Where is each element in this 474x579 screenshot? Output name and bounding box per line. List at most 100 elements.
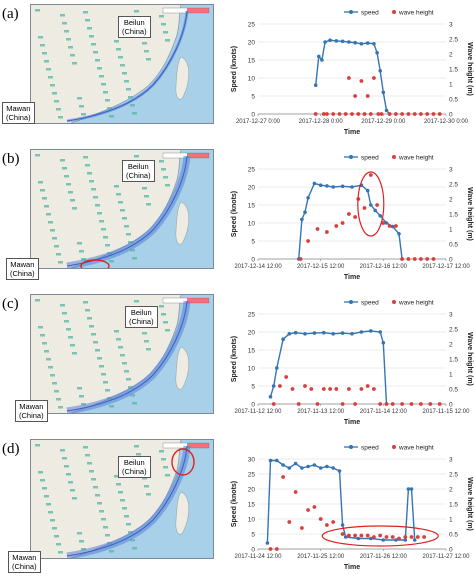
map-marker — [120, 64, 125, 67]
map-marker — [85, 19, 90, 22]
speed-series-line — [269, 330, 388, 405]
y-tick-label: 0 — [251, 257, 255, 264]
legend-speed-label: speed — [361, 10, 379, 17]
wave-height-point — [350, 112, 354, 116]
map-marker — [89, 470, 94, 473]
speed-point — [287, 332, 292, 336]
wave-height-point — [321, 112, 326, 116]
map-marker — [60, 14, 65, 17]
map-marker — [77, 532, 82, 535]
map-marker — [126, 523, 131, 526]
speed-point — [372, 42, 376, 46]
map-marker — [52, 237, 57, 240]
speed-point — [303, 332, 307, 336]
map-marker — [105, 389, 110, 392]
wave-height-point — [409, 535, 414, 539]
wave-height-point — [400, 112, 404, 116]
speed-point — [312, 463, 317, 467]
map-marker — [66, 328, 71, 331]
speed-point — [265, 541, 270, 545]
beilun-label-a: Beilun (China) — [118, 16, 151, 38]
map-marker — [79, 540, 84, 543]
chart-b: 0 5 10 15 20 25 0 0.5 1 1.5 2 2.5 3 2017-12-14 12:00 2… — [216, 149, 474, 289]
chart-d: 0 5 10 15 20 25 30 0 0.5 1 1.5 2 2.5 3 2017-11-24 12:0… — [216, 439, 474, 579]
wave-height-point — [293, 490, 298, 494]
map-marker — [64, 30, 69, 33]
wave-height-point — [390, 535, 395, 539]
map-marker — [97, 502, 102, 505]
map-marker — [118, 491, 123, 494]
speed-point — [268, 458, 273, 463]
map-marker — [35, 9, 40, 12]
map-marker — [95, 59, 100, 62]
wave-height-point — [331, 520, 336, 524]
wave-height-point — [397, 536, 401, 541]
wave-height-point — [372, 535, 376, 539]
map-marker — [58, 406, 63, 409]
speed-point — [384, 221, 389, 225]
y2-tick-label: 3 — [449, 457, 453, 464]
map-highlight-ellipse — [171, 448, 195, 476]
map-marker — [122, 507, 127, 510]
map-marker — [146, 203, 151, 206]
map-marker — [159, 15, 164, 18]
map-marker — [72, 352, 77, 355]
map-marker — [81, 113, 86, 116]
mawan-label-c: Mawan (China) — [15, 400, 48, 422]
panel-label-b: (b) — [2, 151, 20, 167]
map-marker — [38, 326, 43, 329]
map-marker — [42, 342, 47, 345]
map-marker — [85, 164, 90, 167]
mawan-label-a: Mawan (China) — [2, 102, 35, 124]
map-marker — [124, 370, 129, 373]
x-tick-label: 2017-11-27 12:00 — [423, 554, 471, 560]
speed-point — [293, 461, 298, 466]
wave-height-point — [394, 224, 398, 228]
map-marker — [107, 107, 112, 110]
wave-height-point — [372, 76, 376, 80]
map-marker — [64, 320, 69, 323]
map-marker — [101, 83, 106, 86]
wave-height-point — [356, 112, 361, 116]
map-marker — [116, 483, 121, 486]
map-marker — [97, 212, 102, 215]
map-marker — [101, 228, 106, 231]
map-marker — [85, 454, 90, 457]
speed-point — [325, 184, 329, 188]
y2-tick-label: 0.5 — [449, 532, 458, 539]
wave-height-point — [347, 533, 351, 538]
y-tick-label: 25 — [248, 167, 256, 174]
wave-height-point — [378, 533, 383, 538]
map-marker — [54, 535, 59, 538]
map-marker — [48, 511, 53, 514]
wave-height-point — [384, 535, 389, 539]
map-marker — [60, 449, 65, 452]
map-marker — [40, 189, 45, 192]
map-marker — [103, 236, 108, 239]
map-marker — [128, 241, 133, 244]
wave-height-point — [412, 112, 417, 116]
y-tick-label: 0 — [251, 112, 255, 119]
legend-wave-label: wave height — [398, 445, 434, 452]
map-marker — [54, 245, 59, 248]
speed-point — [340, 331, 345, 335]
x-tick-label: 2017-12-17 12:00 — [422, 264, 470, 270]
speed-point — [275, 366, 279, 370]
map-marker — [105, 244, 110, 247]
wave-height-point — [353, 402, 357, 406]
map-marker — [146, 348, 151, 351]
map-marker — [93, 486, 98, 489]
map-marker — [56, 543, 61, 546]
wave-height-point — [419, 257, 423, 261]
wave-height-point — [347, 212, 351, 216]
wave-height-point — [325, 230, 329, 234]
wave-height-point — [362, 112, 367, 116]
map-marker — [120, 499, 125, 502]
speed-point — [318, 183, 323, 187]
wave-height-point — [390, 402, 395, 406]
speed-point — [331, 466, 335, 470]
map-marker — [87, 317, 92, 320]
speed-point — [347, 40, 351, 44]
speed-point — [369, 536, 373, 541]
speed-point — [306, 196, 310, 200]
